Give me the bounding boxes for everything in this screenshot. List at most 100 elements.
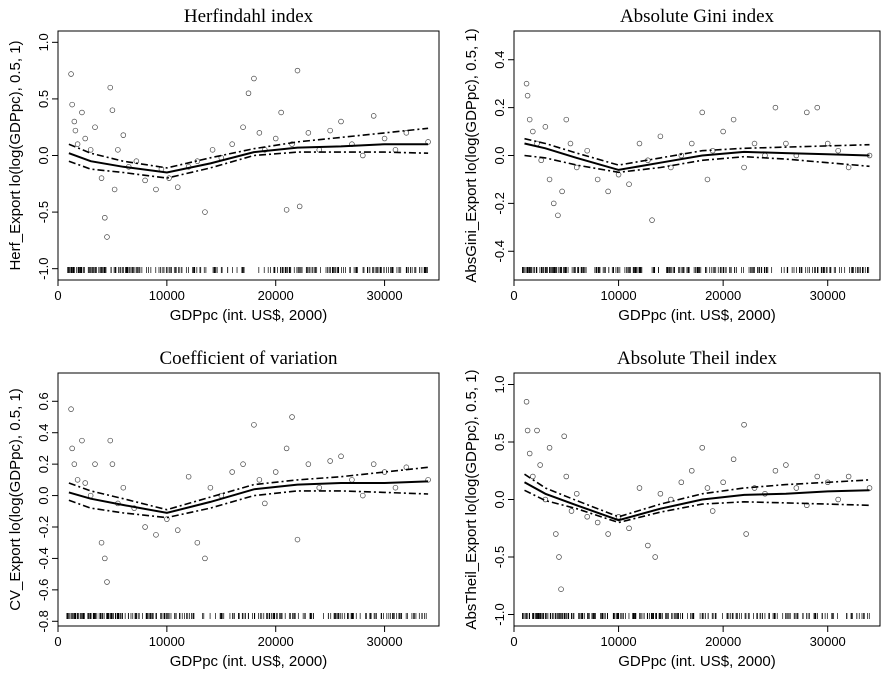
data-point bbox=[866, 485, 873, 491]
data-point bbox=[584, 513, 590, 520]
data-point bbox=[594, 519, 601, 526]
data-point bbox=[272, 469, 279, 475]
y-tick-label: -1.0 bbox=[492, 603, 507, 625]
data-point bbox=[772, 468, 779, 474]
data-point bbox=[102, 215, 108, 221]
data-point bbox=[289, 414, 295, 420]
data-point bbox=[605, 188, 611, 195]
data-point bbox=[360, 152, 366, 159]
data-point bbox=[804, 109, 810, 116]
data-point bbox=[824, 140, 831, 147]
data-point bbox=[166, 175, 172, 181]
data-point bbox=[523, 399, 530, 405]
data-point bbox=[558, 586, 564, 592]
data-point bbox=[87, 147, 94, 153]
y-axis-label: AbsTheil_Export lo(log(GDPpc), 0.5, 1) bbox=[463, 369, 480, 629]
data-point bbox=[636, 485, 643, 491]
data-point bbox=[256, 477, 263, 483]
data-point bbox=[524, 427, 531, 434]
data-point bbox=[185, 473, 192, 480]
x-axis-label: GDPpc (int. US$, 2000) bbox=[170, 653, 328, 670]
data-point bbox=[783, 462, 789, 468]
y-tick-label: 0.0 bbox=[36, 146, 51, 164]
x-tick-label: 10000 bbox=[149, 634, 185, 649]
x-tick-label: 30000 bbox=[810, 634, 846, 649]
data-point bbox=[645, 542, 651, 549]
data-point bbox=[256, 130, 263, 136]
data-point bbox=[542, 124, 549, 130]
data-point bbox=[530, 128, 536, 135]
data-point bbox=[553, 531, 559, 537]
data-point bbox=[68, 71, 74, 77]
data-point bbox=[209, 147, 216, 153]
x-tick-label: 20000 bbox=[705, 288, 741, 303]
data-point bbox=[772, 104, 779, 111]
data-point bbox=[69, 445, 75, 452]
data-point bbox=[92, 124, 98, 130]
data-point bbox=[546, 176, 553, 183]
confidence-band-line bbox=[68, 490, 429, 519]
data-point bbox=[584, 147, 590, 154]
y-tick-label: 1.0 bbox=[492, 375, 507, 393]
data-point bbox=[283, 445, 290, 452]
plot-frame bbox=[57, 372, 440, 627]
data-point bbox=[793, 485, 800, 491]
data-point bbox=[327, 127, 333, 134]
data-point bbox=[305, 461, 312, 467]
data-point bbox=[202, 209, 208, 215]
y-tick-label: -0.5 bbox=[36, 201, 51, 223]
data-point bbox=[546, 445, 553, 451]
data-point bbox=[568, 508, 575, 514]
data-point bbox=[245, 90, 252, 96]
y-tick-label: 1.0 bbox=[36, 33, 51, 51]
data-point bbox=[689, 140, 695, 147]
data-point bbox=[194, 539, 201, 546]
data-point bbox=[720, 479, 726, 486]
data-point bbox=[835, 147, 841, 154]
data-point bbox=[720, 128, 726, 135]
x-tick-label: 30000 bbox=[366, 634, 402, 649]
y-tick-label: 0.0 bbox=[492, 146, 507, 164]
y-axis-label: CV_Export lo(log(GDPpc), 0.5, 1) bbox=[7, 388, 24, 611]
data-point bbox=[349, 477, 355, 483]
data-point bbox=[240, 124, 246, 130]
data-point bbox=[174, 184, 181, 190]
data-point bbox=[79, 437, 85, 444]
x-tick-label: 20000 bbox=[258, 634, 294, 649]
data-point bbox=[142, 177, 148, 184]
y-tick-label: -0.2 bbox=[36, 516, 51, 538]
data-point bbox=[730, 456, 737, 463]
data-point bbox=[668, 496, 674, 503]
data-point bbox=[98, 539, 105, 546]
data-point bbox=[550, 200, 557, 207]
x-tick-label: 0 bbox=[54, 634, 61, 649]
x-tick-label: 10000 bbox=[149, 288, 185, 303]
data-point bbox=[649, 217, 655, 223]
y-tick-label: -0.4 bbox=[36, 547, 51, 569]
data-point bbox=[392, 147, 399, 153]
x-tick-label: 20000 bbox=[258, 288, 294, 303]
confidence-band-line bbox=[524, 154, 870, 174]
x-axis-label: GDPpc (int. US$, 2000) bbox=[170, 307, 328, 324]
data-point bbox=[626, 181, 632, 187]
data-point bbox=[104, 234, 110, 240]
y-axis-label: AbsGini_Export lo(log(GDPpc), 0.5, 1) bbox=[463, 28, 480, 282]
data-point bbox=[338, 453, 344, 460]
y-tick-label: -0.4 bbox=[492, 240, 507, 262]
panel-absolute-theil: Absolute Theil index 0 10000 20000 30000 GDPp… bbox=[463, 348, 881, 670]
data-point bbox=[652, 554, 658, 560]
data-point bbox=[555, 212, 561, 219]
data-point bbox=[425, 139, 431, 145]
fit-line bbox=[524, 481, 870, 522]
data-point bbox=[360, 492, 366, 499]
data-point bbox=[104, 579, 110, 585]
data-point bbox=[115, 147, 121, 153]
data-point bbox=[845, 473, 852, 480]
confidence-band-line bbox=[68, 151, 429, 179]
data-point bbox=[699, 445, 705, 451]
x-tick-label: 0 bbox=[510, 634, 517, 649]
y-axis-label: Herf_Export lo(log(GDPpc), 0.5, 1) bbox=[7, 40, 24, 270]
data-point bbox=[296, 203, 303, 210]
data-point bbox=[240, 461, 246, 467]
chart-title: Absolute Theil index bbox=[617, 348, 778, 369]
